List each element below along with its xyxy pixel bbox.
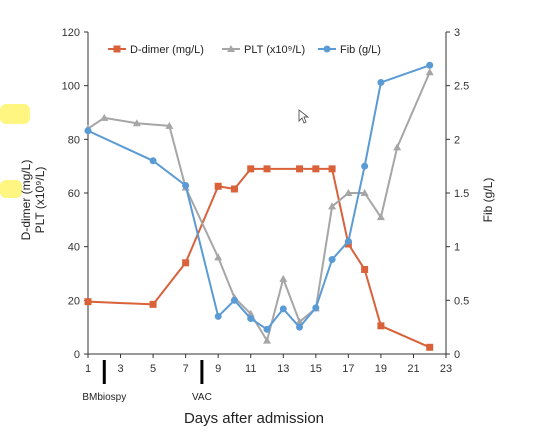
legend-label: D-dimer (mg/L) — [130, 44, 204, 56]
data-point-circle — [426, 61, 434, 69]
data-point-circle — [296, 323, 304, 331]
data-point-triangle — [344, 189, 353, 196]
y-right-tick-label: 0.5 — [454, 295, 469, 307]
data-point-square — [263, 165, 271, 173]
y-right-tick-label: 1.5 — [454, 188, 469, 200]
data-point-triangle — [279, 274, 288, 282]
y-left-tick-label: 100 — [62, 81, 80, 93]
legend: D-dimer (mg/L) PLT (x10⁹/L) Fib (g/L) — [108, 44, 381, 56]
y-left-tick-label: 20 — [68, 295, 80, 307]
data-point-triangle — [100, 113, 109, 121]
data-point-triangle — [263, 336, 271, 344]
y-left-tick-label: 0 — [74, 349, 80, 361]
legend-marker — [113, 45, 121, 53]
data-point-circle — [214, 312, 222, 320]
data-point-circle — [84, 127, 92, 135]
series-2 — [84, 68, 434, 344]
series-line — [87, 71, 431, 342]
y-left-tick-label: 40 — [68, 242, 80, 254]
x-tick-label: 1 — [85, 363, 91, 375]
x-tick-label: 7 — [183, 363, 189, 375]
highlight-mark-1 — [0, 104, 30, 124]
data-point-triangle — [393, 143, 402, 151]
mouse-cursor-icon — [298, 109, 310, 124]
legend-item-2: PLT (x10⁹/L) — [222, 44, 305, 56]
series-layer — [84, 61, 434, 351]
data-point-triangle — [165, 121, 174, 129]
y-left-tick-label: 60 — [68, 188, 80, 200]
data-point-circle — [377, 78, 385, 86]
y-right-tick-label: 0 — [454, 349, 460, 361]
legend-item-3: Fib (g/L) — [318, 44, 381, 56]
data-point-triangle — [295, 317, 304, 325]
data-point-square — [230, 185, 238, 193]
data-point-circle — [312, 304, 320, 312]
data-point-circle — [230, 296, 238, 304]
y-axis-left-title-line: D-dimer (mg/L) — [19, 160, 33, 241]
legend-marker — [323, 45, 331, 53]
data-point-triangle — [360, 189, 369, 196]
x-tick-label: 9 — [215, 363, 221, 375]
y-right-tick-label: 1 — [454, 242, 460, 254]
y-left-tick-label: 120 — [62, 27, 80, 39]
data-point-square — [214, 182, 222, 190]
data-point-triangle — [214, 253, 223, 261]
data-point-square — [84, 298, 92, 306]
left-axis-ticks: 0 20 40 60 80 100 120 — [62, 27, 88, 361]
legend-label: PLT (x10⁹/L) — [244, 44, 305, 56]
x-tick-label: 21 — [407, 363, 419, 375]
x-tick-label: 15 — [310, 363, 322, 375]
x-tick-label: 13 — [277, 363, 289, 375]
event-markers: BMbiospy VAC — [82, 360, 212, 403]
event-label: BMbiospy — [82, 392, 126, 403]
data-point-circle — [279, 305, 287, 313]
data-point-square — [247, 165, 255, 173]
legend-label: Fib (g/L) — [340, 44, 381, 56]
y-axis-right-title: Fib (g/L) — [481, 178, 495, 223]
y-right-tick-label: 3 — [454, 27, 460, 39]
data-point-circle — [344, 237, 352, 245]
data-point-square — [182, 259, 190, 267]
series-1 — [84, 165, 434, 351]
data-point-circle — [361, 162, 369, 170]
data-point-triangle — [132, 119, 141, 127]
data-point-circle — [149, 157, 157, 165]
data-point-square — [312, 165, 320, 173]
y-axis-left-title-line: PLT (x10⁹/L) — [33, 167, 47, 234]
x-tick-label: 3 — [117, 363, 123, 375]
series-line — [87, 167, 431, 349]
highlight-mark-2 — [0, 180, 22, 198]
data-point-square — [328, 165, 336, 173]
y-right-tick-label: 2 — [454, 134, 460, 146]
data-point-triangle — [376, 213, 385, 221]
right-axis-ticks: 0 0.5 1 1.5 2 2.5 3 — [446, 27, 469, 361]
data-point-triangle — [328, 202, 337, 210]
data-point-square — [426, 343, 434, 351]
data-point-circle — [328, 256, 336, 264]
data-point-square — [296, 165, 304, 173]
data-point-square — [361, 265, 369, 273]
x-tick-label: 5 — [150, 363, 156, 375]
data-point-circle — [263, 325, 271, 333]
x-tick-label: 19 — [375, 363, 387, 375]
y-left-tick-label: 80 — [68, 134, 80, 146]
y-axis-left-title: D-dimer (mg/L)PLT (x10⁹/L) — [19, 160, 47, 241]
x-tick-label: 23 — [440, 363, 452, 375]
event-label: VAC — [192, 392, 212, 403]
y-right-tick-label: 2.5 — [454, 81, 469, 93]
data-point-circle — [182, 181, 190, 189]
x-tick-label: 17 — [342, 363, 354, 375]
legend-item-1: D-dimer (mg/L) — [108, 44, 204, 56]
data-point-circle — [247, 315, 255, 323]
legend-marker — [227, 45, 235, 52]
x-tick-label: 11 — [245, 363, 256, 375]
x-axis-ticks: 1 3 5 7 9 11 13 15 17 19 21 23 — [85, 354, 452, 375]
series-3 — [84, 61, 434, 333]
data-point-square — [377, 322, 385, 330]
x-axis-title: Days after admission — [184, 410, 324, 427]
data-point-square — [149, 300, 157, 308]
data-point-triangle — [425, 68, 434, 76]
